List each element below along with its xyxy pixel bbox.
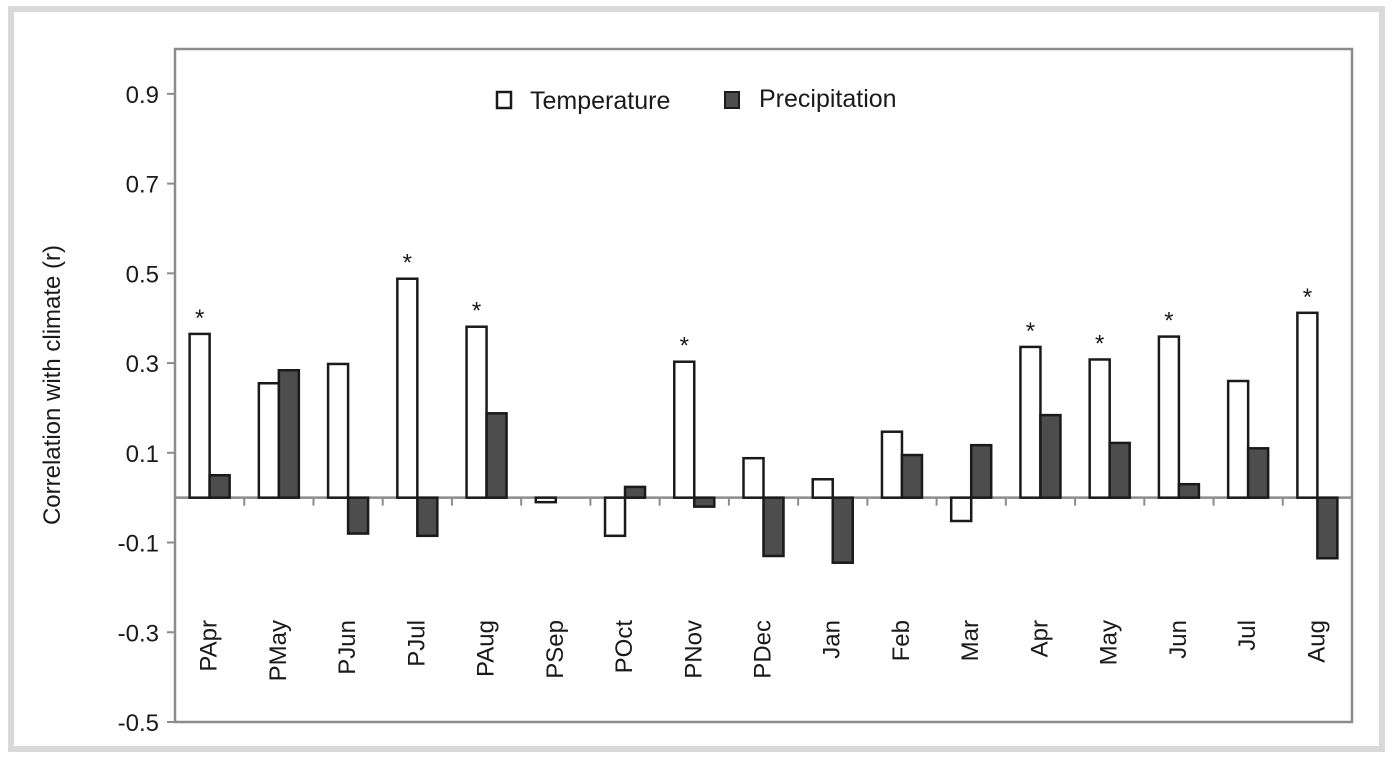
bar-temperature-jul bbox=[1226, 379, 1250, 499]
bar-precipitation-jun bbox=[1177, 482, 1201, 499]
bar-precipitation-poct bbox=[623, 485, 647, 499]
bar-temperature-pnov bbox=[673, 360, 696, 499]
significance-markers: * * * * * * * * bbox=[195, 250, 1312, 360]
bar-temperature-may bbox=[1088, 358, 1111, 499]
legend-label-precipitation: Precipitation bbox=[759, 85, 897, 113]
y-tick-label: 0.3 bbox=[126, 351, 159, 378]
significance-asterisk: * bbox=[1095, 330, 1104, 357]
category-labels: PApr PMay PJun PJul PAug PSep POct PNov PDec Jan F… bbox=[196, 620, 1331, 682]
bar-precipitation-apr bbox=[1039, 413, 1062, 499]
legend-swatch-precipitation bbox=[724, 91, 740, 109]
x-axis-ticks bbox=[243, 497, 1284, 506]
bar-temperature-jan bbox=[811, 478, 834, 499]
significance-asterisk: * bbox=[403, 250, 412, 277]
bar-temperature-poct bbox=[603, 496, 627, 538]
bar-precipitation-pmay bbox=[277, 368, 301, 499]
bar-precipitation-paug bbox=[485, 412, 508, 499]
x-category-label: Jan bbox=[819, 620, 846, 659]
x-category-label: Feb bbox=[888, 620, 915, 661]
x-category-label: PAug bbox=[473, 620, 500, 677]
bar-temperature-pdec bbox=[742, 456, 765, 499]
x-category-label: Apr bbox=[1026, 620, 1053, 657]
bar-temperature-psep bbox=[534, 496, 558, 504]
bar-temperature-jun bbox=[1157, 335, 1181, 499]
significance-asterisk: * bbox=[1164, 308, 1173, 335]
x-category-label: Jun bbox=[1165, 620, 1192, 659]
y-tick-label: 0.7 bbox=[126, 172, 159, 199]
x-category-label: Aug bbox=[1303, 620, 1330, 663]
y-tick-label: 0.1 bbox=[126, 441, 159, 468]
y-tick-label: 0.5 bbox=[126, 261, 159, 288]
bar-temperature-pmay bbox=[257, 382, 281, 499]
bar-temperature-aug bbox=[1296, 311, 1319, 499]
significance-asterisk: * bbox=[472, 298, 481, 325]
x-category-label: PJul bbox=[403, 620, 430, 667]
significance-asterisk: * bbox=[680, 333, 689, 360]
bar-temperature-feb bbox=[880, 430, 904, 499]
bar-temperature-pjul bbox=[396, 277, 419, 499]
legend: Temperature Precipitation bbox=[495, 85, 897, 115]
bar-temperature-papr bbox=[188, 332, 211, 499]
bar-precipitation-may bbox=[1108, 441, 1131, 499]
bar-temperature-pjun bbox=[326, 362, 350, 499]
legend-label-temperature: Temperature bbox=[530, 87, 670, 115]
bar-precipitation-pjul bbox=[416, 496, 439, 538]
y-tick-label: -0.5 bbox=[118, 710, 159, 737]
significance-asterisk: * bbox=[1026, 318, 1035, 345]
x-category-label: PDec bbox=[750, 620, 777, 679]
x-category-label: PMay bbox=[265, 620, 292, 681]
significance-asterisk: * bbox=[1303, 284, 1312, 311]
bar-temperature-mar bbox=[949, 496, 973, 523]
x-category-label: POct bbox=[611, 620, 638, 674]
x-category-label: Mar bbox=[957, 620, 984, 661]
plot-area bbox=[173, 47, 1354, 724]
bar-precipitation-jan bbox=[831, 496, 854, 564]
significance-asterisk: * bbox=[195, 305, 204, 332]
y-axis-label: Correlation with climate (r) bbox=[39, 245, 66, 525]
y-tick-label: -0.1 bbox=[118, 531, 159, 558]
y-tick-label: 0.9 bbox=[126, 82, 159, 109]
bars bbox=[188, 277, 1339, 564]
x-category-label: PApr bbox=[196, 620, 223, 672]
bar-precipitation-jul bbox=[1246, 447, 1270, 499]
bar-precipitation-pnov bbox=[693, 496, 716, 508]
bar-temperature-paug bbox=[465, 325, 488, 499]
x-category-label: PNov bbox=[680, 620, 707, 679]
bar-precipitation-pdec bbox=[762, 496, 785, 558]
x-category-label: May bbox=[1096, 620, 1123, 665]
bar-temperature-apr bbox=[1019, 345, 1042, 499]
bar-precipitation-mar bbox=[969, 443, 993, 499]
legend-swatch-temperature bbox=[495, 90, 513, 110]
x-category-label: PJun bbox=[334, 620, 361, 675]
bar-precipitation-pjun bbox=[346, 496, 370, 535]
bar-precipitation-feb bbox=[900, 453, 924, 499]
x-category-label: PSep bbox=[542, 620, 569, 679]
x-category-label: Jul bbox=[1234, 620, 1261, 651]
y-tick-label: -0.3 bbox=[118, 620, 159, 647]
y-axis-ticks: 0.9 0.7 0.5 0.3 0.1 -0.1 -0.3 -0.5 bbox=[118, 82, 175, 737]
bar-precipitation-papr bbox=[208, 473, 231, 499]
bar-precipitation-aug bbox=[1316, 496, 1339, 560]
